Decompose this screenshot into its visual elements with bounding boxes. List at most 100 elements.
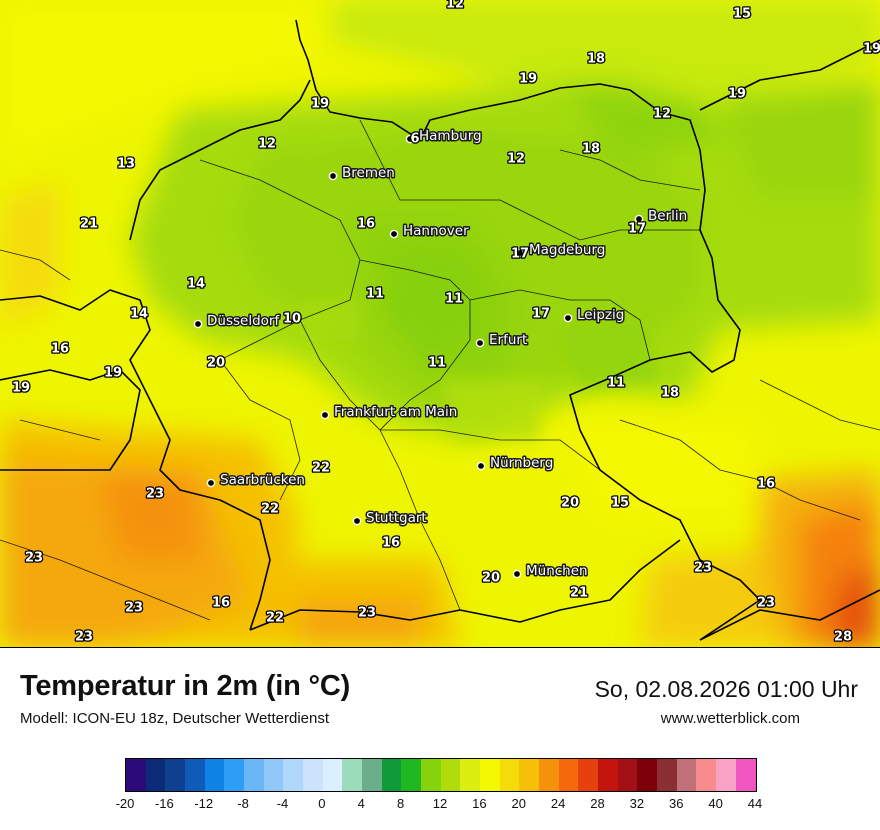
temperature-value: 23 xyxy=(757,596,775,611)
country-borders xyxy=(0,19,880,641)
temperature-value: 20 xyxy=(561,496,579,511)
legend-swatch xyxy=(145,759,166,791)
temperature-value: 16 xyxy=(757,477,775,492)
city-label: Leipzig xyxy=(577,307,624,323)
legend-swatch xyxy=(558,759,579,791)
legend-tick-label: 12 xyxy=(432,796,448,811)
legend-tick-label: 40 xyxy=(708,796,723,811)
legend-swatch xyxy=(735,759,756,791)
temperature-labels: 12 15 18 19 19 12 19 19 12 6 12 18 13 21 16 17 17 14 14 10 1… xyxy=(11,0,880,646)
city-label: Düsseldorf xyxy=(207,313,280,329)
city-label: Frankfurt am Main xyxy=(334,404,457,420)
temperature-map: Hamburg Bremen Hannover Berlin Magdeburg Leip… xyxy=(0,0,880,648)
temperature-value: 10 xyxy=(283,312,301,327)
legend-tick-label: -4 xyxy=(276,796,289,811)
temperature-value: 22 xyxy=(266,611,284,626)
city-leipzig: Leipzig xyxy=(563,306,626,325)
city-dot xyxy=(475,338,485,348)
temperature-value: 15 xyxy=(733,7,751,22)
legend-tick-label: 20 xyxy=(511,796,526,811)
city-dot xyxy=(405,134,415,144)
city-label: Hamburg xyxy=(419,128,482,144)
temperature-value: 14 xyxy=(130,307,148,322)
city-dot xyxy=(320,410,330,420)
legend-tick-label: 24 xyxy=(550,796,566,811)
legend-tick-label: 0 xyxy=(318,796,326,811)
legend-swatch xyxy=(539,759,559,791)
legend-swatch xyxy=(519,759,540,791)
city-label: München xyxy=(526,563,588,579)
city-label: Saarbrücken xyxy=(220,472,305,488)
temperature-value: 12 xyxy=(258,137,276,152)
temperature-value: 6 xyxy=(410,132,419,147)
temperature-value: 14 xyxy=(187,277,205,292)
temperature-value: 11 xyxy=(607,376,625,391)
temperature-value: 20 xyxy=(207,356,225,371)
legend-swatch xyxy=(165,759,186,791)
legend-swatch xyxy=(637,759,658,791)
legend-swatch xyxy=(263,759,284,791)
temperature-value: 19 xyxy=(863,42,880,57)
city-dot xyxy=(352,516,362,526)
temperature-value: 23 xyxy=(125,601,143,616)
website-link[interactable]: www.wetterblick.com xyxy=(660,710,800,727)
legend-swatch xyxy=(362,759,382,791)
legend-tick-label: -16 xyxy=(154,796,174,811)
temperature-value: 15 xyxy=(611,496,629,511)
temperature-value: 11 xyxy=(366,287,384,302)
city-dot xyxy=(193,319,203,329)
city-label: Bremen xyxy=(342,165,395,181)
temperature-value: 17 xyxy=(628,222,646,237)
city-nürnberg: Nürnberg xyxy=(476,454,555,473)
temperature-value: 16 xyxy=(212,596,230,611)
city-dot xyxy=(634,214,644,224)
map-title: Temperatur in 2m (in °C) xyxy=(20,670,351,702)
legend-swatch xyxy=(676,759,697,791)
legend-swatch xyxy=(578,759,599,791)
temperature-value: 12 xyxy=(507,152,525,167)
city-frankfurt-am-main: Frankfurt am Main xyxy=(320,403,459,422)
temperature-field-detail xyxy=(300,250,660,440)
temperature-value: 17 xyxy=(532,307,550,322)
legend-swatch xyxy=(126,759,146,791)
temperature-value: 19 xyxy=(311,97,329,112)
legend-swatch xyxy=(716,759,736,791)
temperature-value: 13 xyxy=(117,157,135,172)
legend-swatch xyxy=(696,759,717,791)
legend-tick-label: -12 xyxy=(194,796,214,811)
city-berlin: Berlin xyxy=(634,207,689,226)
temperature-value: 19 xyxy=(12,381,30,396)
temperature-value: 16 xyxy=(357,217,375,232)
city-label: Hannover xyxy=(403,223,469,239)
legend-swatch xyxy=(401,759,422,791)
legend-swatch xyxy=(322,759,343,791)
legend-swatch xyxy=(204,759,225,791)
legend-swatch xyxy=(185,759,205,791)
temperature-value: 23 xyxy=(146,487,164,502)
temperature-value: 17 xyxy=(511,247,529,262)
temperature-value: 16 xyxy=(51,342,69,357)
city-dot xyxy=(206,478,216,488)
temperature-value: 19 xyxy=(104,366,122,381)
city-düsseldorf: Düsseldorf xyxy=(193,312,282,331)
city-münchen: München xyxy=(512,562,589,581)
legend-swatch xyxy=(342,759,363,791)
temperature-value: 18 xyxy=(587,52,605,67)
city-hamburg: Hamburg xyxy=(405,127,483,146)
temperature-value: 23 xyxy=(694,561,712,576)
temperature-value: 23 xyxy=(25,551,43,566)
legend-swatch xyxy=(440,759,461,791)
city-dot xyxy=(389,229,399,239)
color-legend xyxy=(125,758,757,792)
legend-tick-label: 36 xyxy=(669,796,684,811)
temperature-value: 12 xyxy=(653,107,671,122)
temperature-value: 20 xyxy=(482,571,500,586)
city-dot xyxy=(563,313,573,323)
legend-tick-label: 28 xyxy=(590,796,605,811)
legend-tick-label: 16 xyxy=(472,796,487,811)
temperature-value: 18 xyxy=(582,142,600,157)
legend-swatch xyxy=(480,759,500,791)
city-saarbrücken: Saarbrücken xyxy=(206,471,306,490)
legend-swatch xyxy=(421,759,441,791)
temperature-value: 21 xyxy=(570,586,588,601)
